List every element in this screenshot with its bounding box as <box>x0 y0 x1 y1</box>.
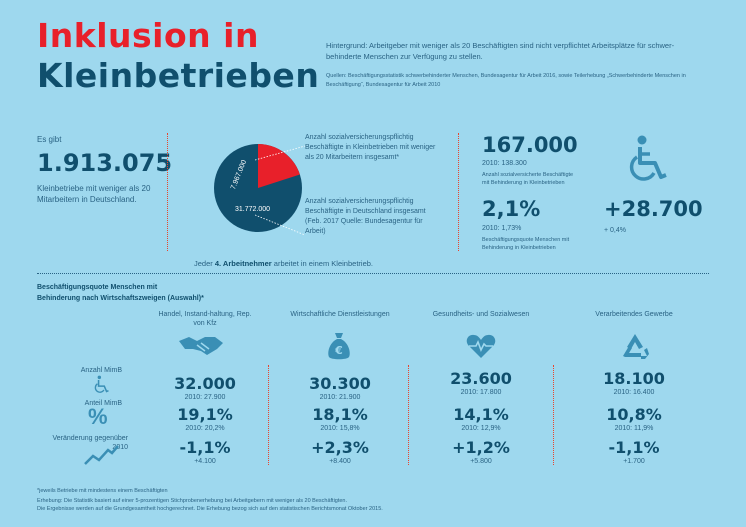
sector-change: +2,3% <box>311 438 369 457</box>
divider <box>408 365 409 465</box>
divider <box>458 133 459 251</box>
title-line-1: Inklusion in <box>37 16 259 55</box>
sector-change: +1,2% <box>452 438 510 457</box>
sector-share: 19,1% <box>177 405 233 424</box>
footnote-2: Erhebung: Die Statistik basiert auf eine… <box>37 498 348 504</box>
pie-caption: Jeder 4. Arbeitnehmer arbeitet in einem … <box>194 259 373 268</box>
pie-large-value: 31.772.000 <box>235 206 271 213</box>
companies-prefix: Es gibt <box>37 135 62 144</box>
companies-value: 1.913.075 <box>37 149 173 177</box>
sector-name: Verarbeitendes Gewerbe <box>595 311 673 318</box>
recycle-icon <box>623 334 649 359</box>
title-line-2: Kleinbetrieben <box>37 56 320 95</box>
employed-prev: 2010: 138.300 <box>482 160 527 167</box>
sector-count-prev: 2010: 17.800 <box>460 389 502 396</box>
pie-leader-lines <box>255 145 306 236</box>
sector-share: 18,1% <box>312 405 368 424</box>
legend-share-label: Anteil MimB <box>84 400 122 407</box>
handshake-icon <box>179 337 223 355</box>
money-bag-icon: € <box>328 333 350 360</box>
divider <box>167 133 168 251</box>
pie-label-small: Anzahl sozialversicherungspflichtig Besc… <box>305 134 436 161</box>
background-text: Hintergrund: Arbeitgeber mit weniger als… <box>326 41 675 61</box>
sector-share-prev: 2010: 11,9% <box>614 425 654 432</box>
employed-desc: Anzahl sozialversicherte Beschäftigte mi… <box>482 172 574 186</box>
heartbeat-icon <box>466 334 496 358</box>
pie-caption-bold: 4. Arbeitnehmer <box>214 259 272 268</box>
sector-share-prev: 2010: 20,2% <box>185 425 225 432</box>
sector-count: 30.300 <box>309 374 371 393</box>
quota-value: 2,1% <box>482 197 541 221</box>
sector-name: Gesundheits- und Sozialwesen <box>432 311 530 318</box>
sector-change-abs: +8.400 <box>329 458 351 465</box>
footnote-3: Die Ergebnisse werden auf die Grundgesam… <box>37 506 383 512</box>
sector-share: 14,1% <box>453 405 509 424</box>
sector-title: Beschäftigungsquote Menschen mit Behinde… <box>37 282 204 304</box>
sector-name: Wirtschaftliche Dienstleistungen <box>290 311 390 318</box>
sector-title-line-2: Behinderung nach Wirtschaftszweigen (Aus… <box>37 295 204 302</box>
sector-count-prev: 2010: 16.400 <box>613 389 655 396</box>
sector-count-prev: 2010: 21.900 <box>319 394 361 401</box>
section-divider <box>37 273 709 274</box>
legend-change-label: Veränderung gegenüber 2010 <box>52 435 128 451</box>
sector-title-line-1: Beschäftigungsquote Menschen mit <box>37 284 158 291</box>
sector-count: 32.000 <box>174 374 236 393</box>
sector-share: 10,8% <box>606 405 662 424</box>
sector-count: 23.600 <box>450 369 512 388</box>
sector-count-prev: 2010: 27.900 <box>184 394 226 401</box>
wheelchair-icon <box>94 375 109 393</box>
percent-icon: % <box>88 404 108 429</box>
increase-pct: + 0,4% <box>604 227 626 234</box>
pie-slice-small-companies <box>258 144 300 188</box>
pie-label-large: Anzahl sozialversicherungspflichtig Besc… <box>305 198 426 235</box>
sector-change: -1,1% <box>608 438 660 457</box>
svg-text:€: € <box>334 344 343 357</box>
quota-desc: Beschäftigungsquote Menschen mit Behinde… <box>482 237 570 251</box>
trend-line-icon <box>84 445 119 465</box>
sector-count: 18.100 <box>603 369 665 388</box>
sector-change-abs: +4.100 <box>194 458 216 465</box>
sources-text: Quellen: Beschäftigungsstatistik schwerb… <box>326 73 686 88</box>
companies-desc: Kleinbetriebe mit weniger als 20 Mitarbe… <box>37 184 151 204</box>
legend-count-label: Anzahl MimB <box>80 367 122 374</box>
sector-name: Handel, Instand-haltung, Rep. von Kfz <box>158 311 252 327</box>
increase-value: +28.700 <box>604 197 703 221</box>
sector-share-prev: 2010: 12,9% <box>461 425 501 432</box>
divider <box>553 365 554 465</box>
footnote-1: *jeweils Betriebe mit mindestens einem B… <box>37 488 168 494</box>
pie-caption-pre: Jeder <box>194 259 215 268</box>
divider <box>268 365 269 465</box>
quota-prev: 2010: 1,73% <box>482 225 522 232</box>
wheelchair-icon <box>629 135 667 181</box>
sector-share-prev: 2010: 15,8% <box>320 425 360 432</box>
pie-caption-post: arbeitet in einem Kleinbetrieb. <box>271 259 373 268</box>
sector-change: -1,1% <box>179 438 231 457</box>
sector-change-abs: +1.700 <box>623 458 645 465</box>
sector-change-abs: +5.800 <box>470 458 492 465</box>
employed-value: 167.000 <box>482 133 578 157</box>
employees-pie-chart <box>214 144 302 232</box>
